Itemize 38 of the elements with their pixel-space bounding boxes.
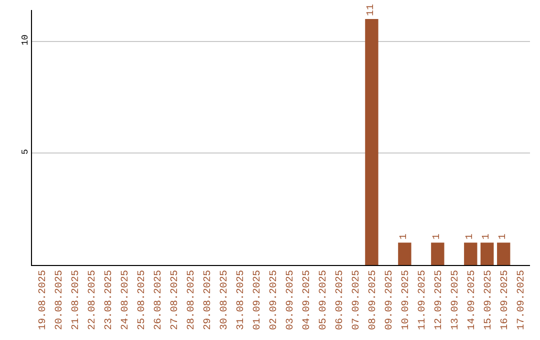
x-tick-label: 06.09.2025 [334,270,346,330]
x-tick-label: 12.09.2025 [434,270,445,330]
x-tick-label: 09.09.2025 [384,270,396,330]
y-tick-label: 5 [20,149,30,155]
y-tick-label: 10 [20,34,30,46]
data-label: 1 [482,234,493,240]
x-tick-label: 02.09.2025 [269,270,280,330]
x-tick-label: 05.09.2025 [318,270,330,330]
data-label: 11 [366,4,378,16]
x-tick-label: 28.08.2025 [186,270,198,330]
x-tick-label: 25.08.2025 [137,270,148,330]
x-tick-label: 26.08.2025 [154,270,165,330]
x-tick-label: 31.08.2025 [236,270,248,330]
x-tick-label: 19.08.2025 [38,270,50,330]
x-tick-label: 07.09.2025 [351,270,362,330]
data-label: 1 [498,234,510,240]
data-label: 1 [465,234,476,240]
x-tick-label: 17.09.2025 [516,270,528,330]
x-tick-label: 10.09.2025 [400,270,412,330]
x-tick-label: 23.08.2025 [104,270,116,330]
x-tick-label: 27.08.2025 [170,270,182,330]
data-label: 1 [399,234,410,240]
x-tick-label: 22.08.2025 [88,270,99,330]
x-tick-label: 03.09.2025 [286,270,296,330]
x-tick-label: 04.09.2025 [302,270,313,330]
x-tick-label: 24.08.2025 [120,270,132,330]
data-label: 1 [432,234,444,240]
x-tick-label: 16.09.2025 [500,270,511,330]
x-tick-label: 30.08.2025 [220,270,231,330]
x-tick-label: 20.08.2025 [54,270,66,330]
x-tick-label: 29.08.2025 [203,270,214,330]
x-tick-label: 08.09.2025 [368,270,379,330]
x-tick-label: 15.09.2025 [483,270,494,330]
x-tick-label: 01.09.2025 [252,270,264,330]
x-tick-label: 11.09.2025 [417,270,428,330]
x-tick-label: 14.09.2025 [466,270,478,330]
x-tick-label: 13.09.2025 [450,270,462,330]
x-tick-label: 21.08.2025 [71,270,82,330]
